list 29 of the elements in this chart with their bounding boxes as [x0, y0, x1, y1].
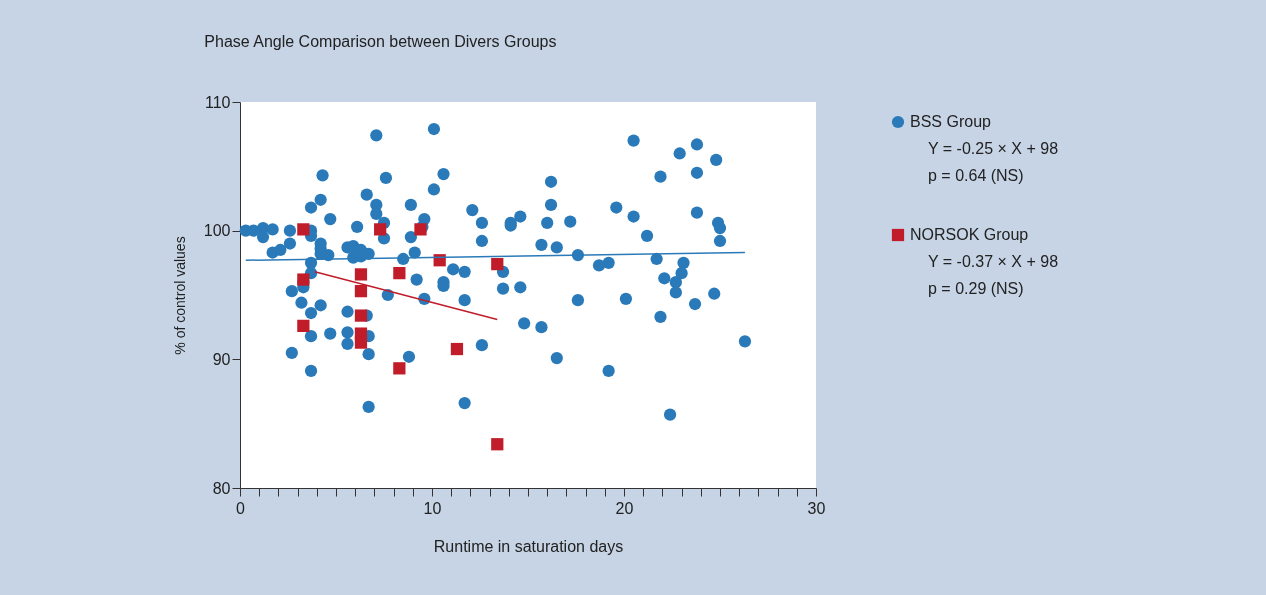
y-tick-label: 100: [203, 222, 231, 240]
point: [491, 438, 504, 451]
y-tick-label: 80: [212, 479, 231, 497]
y-tick-label: 110: [204, 93, 231, 111]
point: [354, 268, 368, 281]
text: p = 0.29 (NS): [928, 280, 1024, 297]
y-axis-title: % of control values: [171, 236, 188, 355]
point: [374, 223, 387, 236]
legend-label: NORSOK Group: [910, 226, 1029, 243]
chart-title: Phase Angle Comparison between Divers Groups: [204, 33, 557, 50]
x-tick-label: 30: [807, 499, 826, 517]
text: p = 0.64 (NS): [928, 167, 1024, 184]
point: [354, 309, 368, 322]
y-tick-label: 90: [212, 350, 231, 368]
x-axis-title: Runtime in saturation days: [433, 537, 624, 555]
point: [393, 267, 406, 280]
text: Y = -0.25 × X + 98: [928, 140, 1059, 157]
point: [354, 285, 368, 298]
point: [354, 336, 368, 349]
point: [450, 342, 464, 356]
x-tick-label: 0: [236, 499, 246, 517]
point: [393, 362, 406, 375]
point: [297, 319, 310, 332]
legend-label: BSS Group: [910, 113, 992, 130]
x-tick-label: 10: [423, 499, 442, 517]
point: [297, 223, 310, 236]
x-tick-label: 20: [615, 499, 634, 517]
text: Y = -0.37 × X + 98: [928, 253, 1059, 270]
point: [491, 258, 504, 271]
